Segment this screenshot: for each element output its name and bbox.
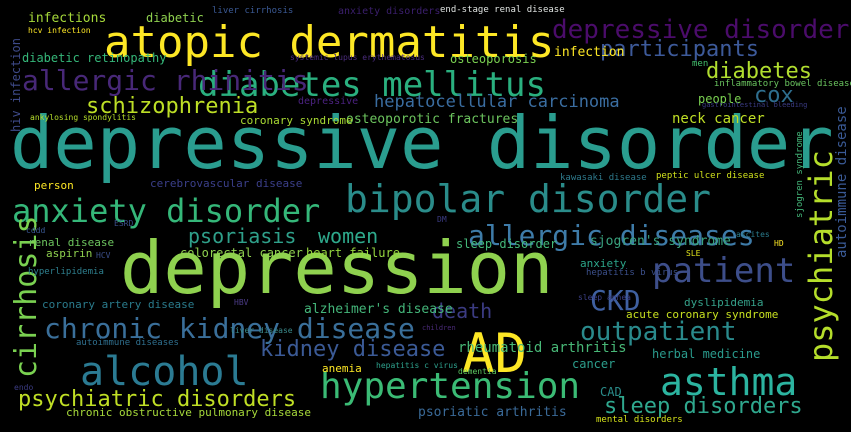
word-heart-failure: heart failure bbox=[306, 246, 400, 260]
word-hbv: HBV bbox=[234, 298, 249, 307]
word-dm: DM bbox=[437, 215, 447, 224]
word-herbal-medicine: herbal medicine bbox=[652, 347, 760, 361]
word-hepatitis-c-virus: hepatitis c virus bbox=[376, 361, 458, 370]
word-sjogren-s-syndrome: sjogren's syndrome bbox=[590, 234, 731, 249]
word-rheumatoid-arthritis: rheumatoid arthritis bbox=[458, 340, 627, 356]
word-psychiatric: psychiatric bbox=[802, 150, 840, 362]
word-ad: AD bbox=[462, 322, 527, 385]
word-psychiatric-disorders: psychiatric disorders bbox=[18, 387, 296, 412]
word-asthma: asthma bbox=[660, 360, 797, 404]
word-cirrhosis: cirrhosis bbox=[9, 215, 44, 378]
word-dyslipidemia: dyslipidemia bbox=[684, 296, 763, 309]
word-kawasaki-disease: kawasaki disease bbox=[560, 173, 647, 183]
word-coronary-syndrome: coronary syndrome bbox=[240, 114, 353, 127]
word-alzheimer-s-disease: alzheimer's disease bbox=[304, 302, 453, 317]
word-renal-disease: renal disease bbox=[28, 236, 114, 249]
word-hepatitis-b-virus: hepatitis b virus bbox=[586, 268, 678, 278]
word-cancer: cancer bbox=[572, 357, 615, 371]
word-allergic-rhinitis: allergic rhinitis bbox=[22, 64, 309, 97]
word-mental-disorders: mental disorders bbox=[596, 415, 683, 425]
word-acute-coronary-syndrome: acute coronary syndrome bbox=[626, 308, 778, 321]
word-alcohol: alcohol bbox=[80, 349, 249, 395]
word-gastrointestinal-bleeding: gastrointestinal bleeding bbox=[702, 101, 807, 109]
word-kidney-disease: kidney disease bbox=[260, 337, 445, 362]
word-diabetes-mellitus: diabetes mellitus bbox=[198, 65, 546, 105]
word-depressive: depressive bbox=[298, 96, 358, 107]
word-cad: CAD bbox=[600, 385, 622, 399]
word-osteoporosis: osteoporosis bbox=[450, 52, 537, 66]
word-aspirin: aspirin bbox=[46, 247, 92, 260]
word-systemic-lupus-erythematosus: systemic lupus erythematosus bbox=[290, 53, 425, 62]
word-participants: participants bbox=[600, 37, 759, 62]
word-cox: cox bbox=[754, 83, 794, 108]
word-psoriatic-arthritis: psoriatic arthritis bbox=[418, 405, 567, 420]
word-ckd: CKD bbox=[590, 284, 641, 317]
word-coronary-artery-disease: coronary artery disease bbox=[42, 298, 194, 311]
word-anxiety: anxiety bbox=[580, 257, 627, 270]
word-hiv-infection: hiv infection bbox=[9, 38, 23, 132]
word-anxiety-disorders: anxiety disorders bbox=[338, 6, 440, 17]
word-esrd: ESRD bbox=[114, 219, 133, 228]
word-ankylosing-spondylitis: ankylosing spondylitis bbox=[30, 113, 136, 122]
word-end-stage-renal-disease: end-stage renal disease bbox=[440, 5, 565, 15]
word-person: person bbox=[34, 179, 74, 192]
word-schizophrenia: schizophrenia bbox=[86, 94, 258, 119]
word-hepatocellular-carcinoma: hepatocellular carcinoma bbox=[374, 92, 620, 112]
word-death: death bbox=[432, 299, 492, 323]
word-patient: patient bbox=[652, 251, 795, 291]
word-hyperlipidemia: hyperlipidemia bbox=[28, 267, 104, 277]
word-women: women bbox=[318, 224, 378, 248]
word-diabetic: diabetic bbox=[146, 11, 204, 25]
word-autoimmune-diseases: autoimmune diseases bbox=[76, 338, 179, 348]
word-liver-disease: liver disease bbox=[230, 326, 293, 335]
word-hypertension: hypertension bbox=[320, 366, 580, 407]
word-infection: infection bbox=[554, 45, 624, 60]
word-sleep-disorders: sleep disorders bbox=[604, 394, 803, 419]
word-allergic-diseases: allergic diseases bbox=[468, 219, 755, 252]
word-hcv: HCV bbox=[96, 251, 111, 260]
word-sle: SLE bbox=[686, 249, 701, 258]
word-sleep-apnea: sleep apnea bbox=[578, 293, 631, 302]
word-dementia: dementia bbox=[458, 367, 497, 376]
word-chronic-obstructive-pulmonary-disease: chronic obstructive pulmonary disease bbox=[66, 406, 311, 419]
word-hd: HD bbox=[774, 239, 784, 248]
word-diabetes: diabetes bbox=[706, 59, 812, 84]
word-psoriasis: psoriasis bbox=[188, 224, 296, 248]
word-hcv-infection: hcv infection bbox=[28, 26, 91, 35]
word-cerebrovascular-disease: cerebrovascular disease bbox=[150, 177, 302, 190]
word-bipolar-disorder: bipolar disorder bbox=[345, 177, 711, 221]
word-chronic-kidney-disease: chronic kidney disease bbox=[44, 312, 415, 345]
word-endo: endo bbox=[14, 383, 33, 392]
word-osteoporotic-fractures: osteoporotic fractures bbox=[346, 112, 518, 127]
word-autoimmune-disease: autoimmune disease bbox=[834, 106, 850, 258]
word-outpatient: outpatient bbox=[580, 317, 737, 347]
word-colorectal-cancer: colorectal cancer bbox=[180, 246, 303, 260]
word-people: people bbox=[698, 92, 741, 106]
word-infections: infections bbox=[28, 11, 106, 26]
word-depression: depression bbox=[120, 226, 553, 310]
word-sjogren-syndrome: sjogren syndrome bbox=[795, 131, 805, 218]
word-cddd: cddd bbox=[26, 226, 45, 235]
word-children: children bbox=[422, 324, 456, 332]
word-diabetic-retinopathy: diabetic retinopathy bbox=[22, 51, 167, 65]
word-depressive-disorder: depressive disorder bbox=[10, 101, 834, 185]
word-men: men bbox=[692, 59, 708, 69]
word-depressive-disorders: depressive disorders bbox=[552, 15, 851, 45]
word-sleep-disorder: sleep disorder bbox=[456, 237, 557, 251]
word-ascites: ascites bbox=[736, 230, 770, 239]
word-anxiety-disorder: anxiety disorder bbox=[12, 192, 320, 230]
word-liver-cirrhosis: liver cirrhosis bbox=[212, 6, 293, 16]
word-inflammatory-bowel-disease: inflammatory bowel disease bbox=[714, 79, 851, 89]
word-anemia: anemia bbox=[322, 362, 362, 375]
word-peptic-ulcer-disease: peptic ulcer disease bbox=[656, 171, 764, 181]
word-atopic-dermatitis: atopic dermatitis bbox=[104, 17, 554, 68]
word-neck-cancer: neck cancer bbox=[672, 111, 765, 127]
